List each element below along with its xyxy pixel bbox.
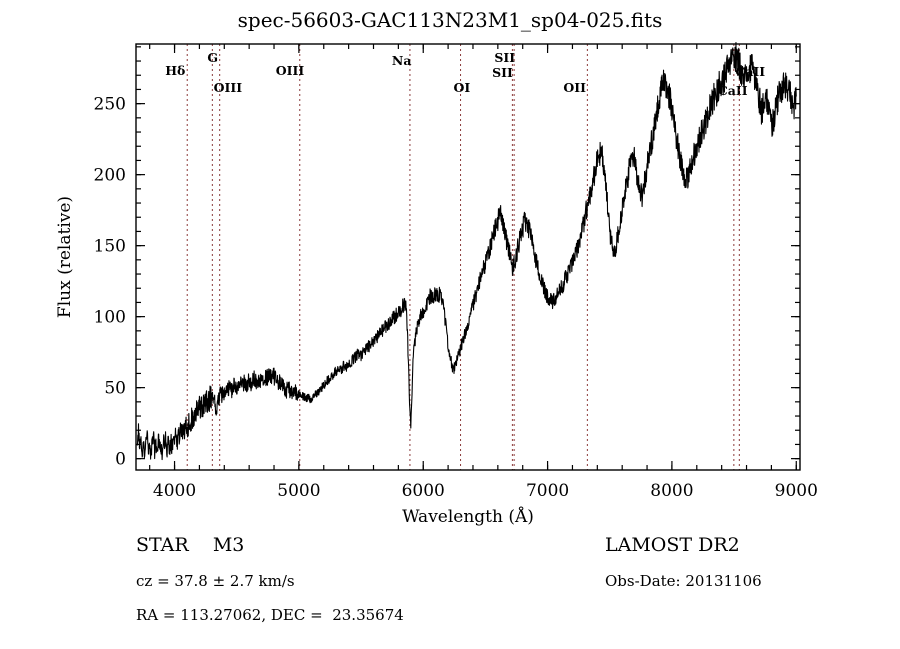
y-tick-label: 50 [104, 379, 126, 399]
spectral-line-label: CaII [718, 83, 748, 98]
spectral-line-label: OII [563, 80, 586, 95]
y-tick-label: 0 [115, 450, 126, 470]
y-axis-label: Flux (relative) [55, 196, 75, 318]
metadata-footer: STAR M3 cz = 37.8 ± 2.7 km/s RA = 113.27… [0, 528, 900, 648]
spectral-line-label: OI [454, 80, 471, 95]
spectral-line-label: OIII [276, 63, 305, 78]
page-title: spec-56603-GAC113N23M1_sp04-025.fits [237, 8, 663, 32]
spectral-line-label: OIII [214, 80, 243, 95]
spectral-line-label: G [207, 50, 218, 65]
spectral-line-label: Hδ [165, 63, 185, 78]
x-tick-label: 4000 [153, 481, 196, 501]
y-tick-label: 250 [94, 95, 126, 115]
spectral-line-label: SII [492, 65, 513, 80]
y-tick-label: 150 [94, 237, 126, 257]
x-tick-label: 5000 [277, 481, 320, 501]
redshift-velocity-text: cz = 37.8 ± 2.7 km/s [136, 572, 295, 590]
y-tick-label: 100 [94, 308, 126, 328]
plot-frame [135, 43, 801, 471]
spectrum-trace [136, 41, 797, 461]
coordinates-text: RA = 113.27062, DEC = 23.35674 [136, 606, 404, 624]
x-tick-label: 8000 [650, 481, 693, 501]
spectral-line-label: Na [392, 53, 412, 68]
object-class-text: STAR M3 [136, 534, 245, 556]
y-tick-label: 200 [94, 166, 126, 186]
obs-date-text: Obs-Date: 20131106 [605, 572, 762, 590]
x-axis-label: Wavelength (Å) [402, 506, 534, 527]
survey-name-text: LAMOST DR2 [605, 534, 740, 556]
x-tick-label: 9000 [775, 481, 818, 501]
x-tick-label: 7000 [526, 481, 569, 501]
x-tick-label: 6000 [402, 481, 445, 501]
spectral-line-label: SII [494, 50, 515, 65]
